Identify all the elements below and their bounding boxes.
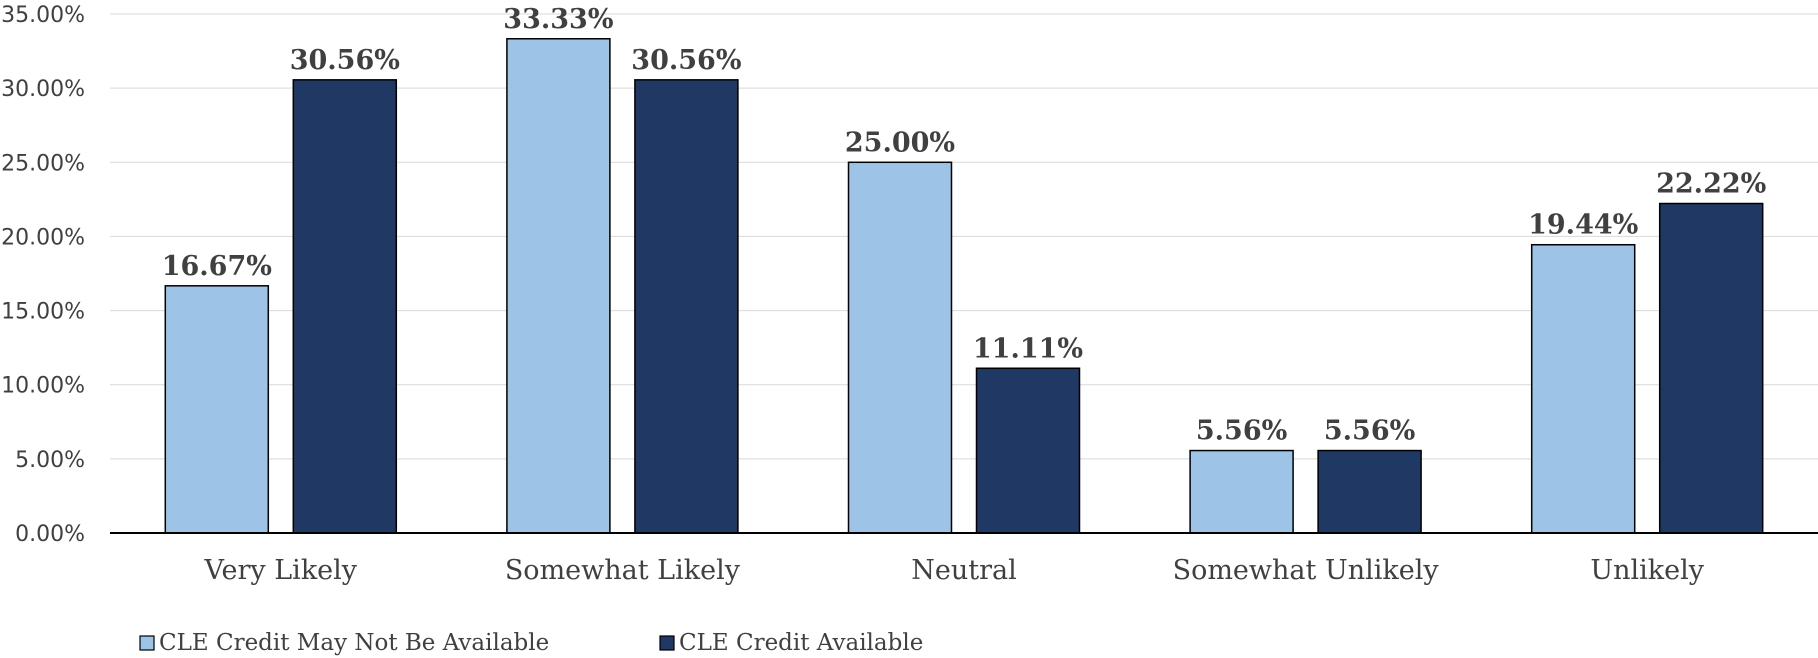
bar (634, 79, 739, 534)
bar (1530, 243, 1636, 534)
x-tick-label: Somewhat Unlikely (1173, 555, 1440, 586)
data-label: 5.56% (1196, 416, 1287, 447)
y-tick-label: 25.00% (1, 151, 85, 176)
y-tick-label: 10.00% (1, 374, 85, 399)
legend: CLE Credit May Not Be Available CLE Credi… (139, 630, 923, 656)
data-label: 30.56% (631, 45, 741, 76)
bar (506, 38, 611, 534)
data-label: 30.56% (290, 45, 400, 76)
bar (1658, 202, 1764, 534)
bar (847, 161, 953, 534)
data-labels: 16.67% 30.56% 33.33% 30.56% 25.00% 11.11% 5.56… (162, 4, 1767, 447)
y-tick-label: 5.00% (15, 448, 85, 473)
bar (1317, 449, 1422, 534)
bars (164, 38, 1764, 534)
bar (1189, 449, 1294, 534)
bar (975, 367, 1081, 534)
x-tick-label: Unlikely (1590, 555, 1704, 586)
legend-swatch (659, 635, 675, 651)
bar (292, 79, 398, 534)
bar (164, 285, 270, 534)
y-tick-label: 35.00% (1, 3, 85, 28)
legend-label: CLE Credit May Not Be Available (159, 630, 549, 656)
data-label: 11.11% (973, 333, 1083, 364)
data-label: 16.67% (162, 251, 272, 282)
data-label: 22.22% (1656, 169, 1766, 200)
data-label: 19.44% (1528, 210, 1638, 241)
data-label: 33.33% (503, 4, 613, 35)
x-tick-label: Neutral (911, 555, 1016, 586)
legend-swatch (139, 635, 155, 651)
y-tick-label: 0.00% (15, 522, 85, 547)
legend-label: CLE Credit Available (679, 630, 923, 656)
y-tick-label: 30.00% (1, 77, 85, 102)
data-label: 25.00% (845, 127, 955, 158)
data-label: 5.56% (1324, 416, 1415, 447)
x-axis-ticks: Very Likely Somewhat Likely Neutral Somewha… (204, 555, 1705, 586)
x-tick-label: Very Likely (204, 555, 358, 586)
y-tick-label: 15.00% (1, 300, 85, 325)
y-axis-ticks: 0.00% 5.00% 10.00% 15.00% 20.00% 25.00% 30.00%… (1, 3, 85, 547)
x-tick-label: Somewhat Likely (505, 555, 741, 586)
y-tick-label: 20.00% (1, 225, 85, 250)
